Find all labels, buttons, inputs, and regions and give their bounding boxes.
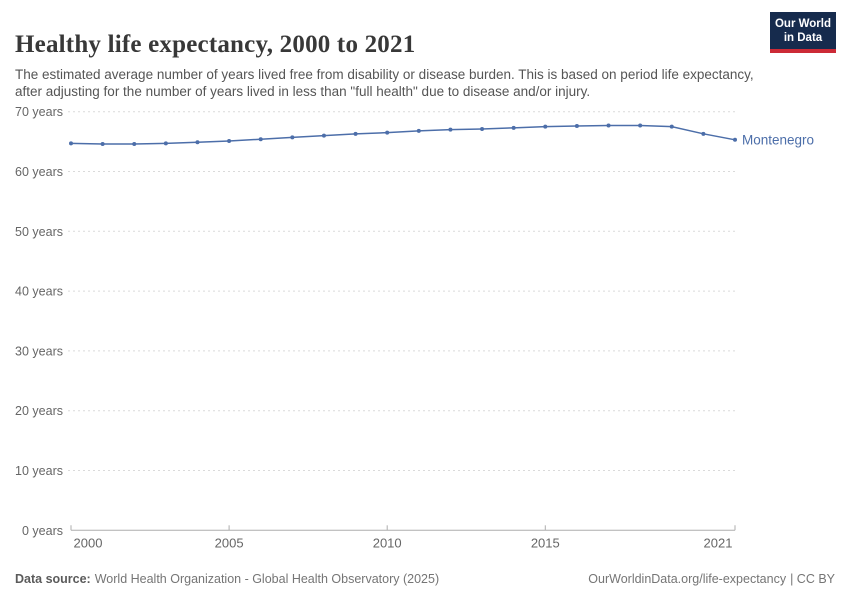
data-point	[321, 133, 326, 138]
owid-logo[interactable]: Our World in Data	[770, 12, 836, 53]
data-source-label: Data source:	[15, 572, 91, 586]
data-point	[385, 130, 390, 135]
owid-logo-line1: Our World	[774, 18, 831, 30]
y-axis-tick-label: 10 years	[15, 464, 63, 478]
chart-subtitle: The estimated average number of years li…	[15, 66, 754, 99]
data-point	[638, 123, 643, 128]
data-point	[132, 141, 137, 146]
owid-url-link[interactable]: OurWorldinData.org/life-expectancy	[588, 572, 787, 586]
owid-logo-line2: in Data	[783, 32, 823, 44]
data-point	[163, 141, 168, 146]
data-line	[70, 124, 736, 145]
data-source: Data source: World Health Organization - …	[15, 572, 439, 586]
y-axis-tick-label: 30 years	[15, 344, 63, 358]
x-axis-tick-label: 2000	[74, 535, 103, 550]
line-chart[interactable]: 0 years 10 years 20 years 30 years 40 years 5…	[0, 100, 850, 555]
x-axis-tick-label: 2015	[531, 535, 560, 550]
data-point	[100, 141, 105, 146]
data-point	[574, 124, 579, 129]
chart-footer: Data source: World Health Organization - …	[15, 572, 835, 586]
data-point	[733, 137, 737, 142]
data-point	[511, 125, 516, 130]
data-point	[416, 128, 421, 133]
x-axis-tick-label: 2010	[373, 535, 402, 550]
data-point	[258, 137, 263, 142]
data-point	[480, 127, 485, 132]
y-axis-tick-label: 50 years	[15, 225, 63, 239]
license-text: | CC BY	[790, 572, 835, 586]
data-point	[353, 131, 358, 136]
x-axis-tick-label: 2005	[215, 535, 244, 550]
data-point	[606, 123, 611, 128]
chart-title: Healthy life expectancy, 2000 to 2021	[15, 30, 416, 58]
x-axis-tick-label: 2021	[704, 535, 733, 550]
y-axis-tick-label: 40 years	[15, 285, 63, 299]
data-point	[227, 139, 232, 144]
owid-logo-box: Our World in Data	[770, 12, 836, 49]
data-source-text: World Health Organization - Global Healt…	[94, 572, 440, 586]
y-axis-tick-label: 60 years	[15, 165, 63, 179]
series-label[interactable]: Montenegro	[742, 132, 814, 147]
data-point	[290, 135, 295, 140]
attribution: OurWorldinData.org/life-expectancy | CC B…	[588, 572, 835, 586]
data-point	[543, 124, 548, 129]
data-point	[69, 141, 73, 146]
y-axis-tick-label: 20 years	[15, 404, 63, 418]
data-point	[195, 140, 200, 145]
y-axis-tick-label: 70 years	[15, 105, 63, 119]
data-point	[701, 131, 706, 136]
owid-logo-red-bar	[770, 49, 836, 53]
data-point	[448, 127, 453, 132]
y-axis-tick-label: 0 years	[22, 524, 63, 538]
data-point	[669, 124, 674, 129]
